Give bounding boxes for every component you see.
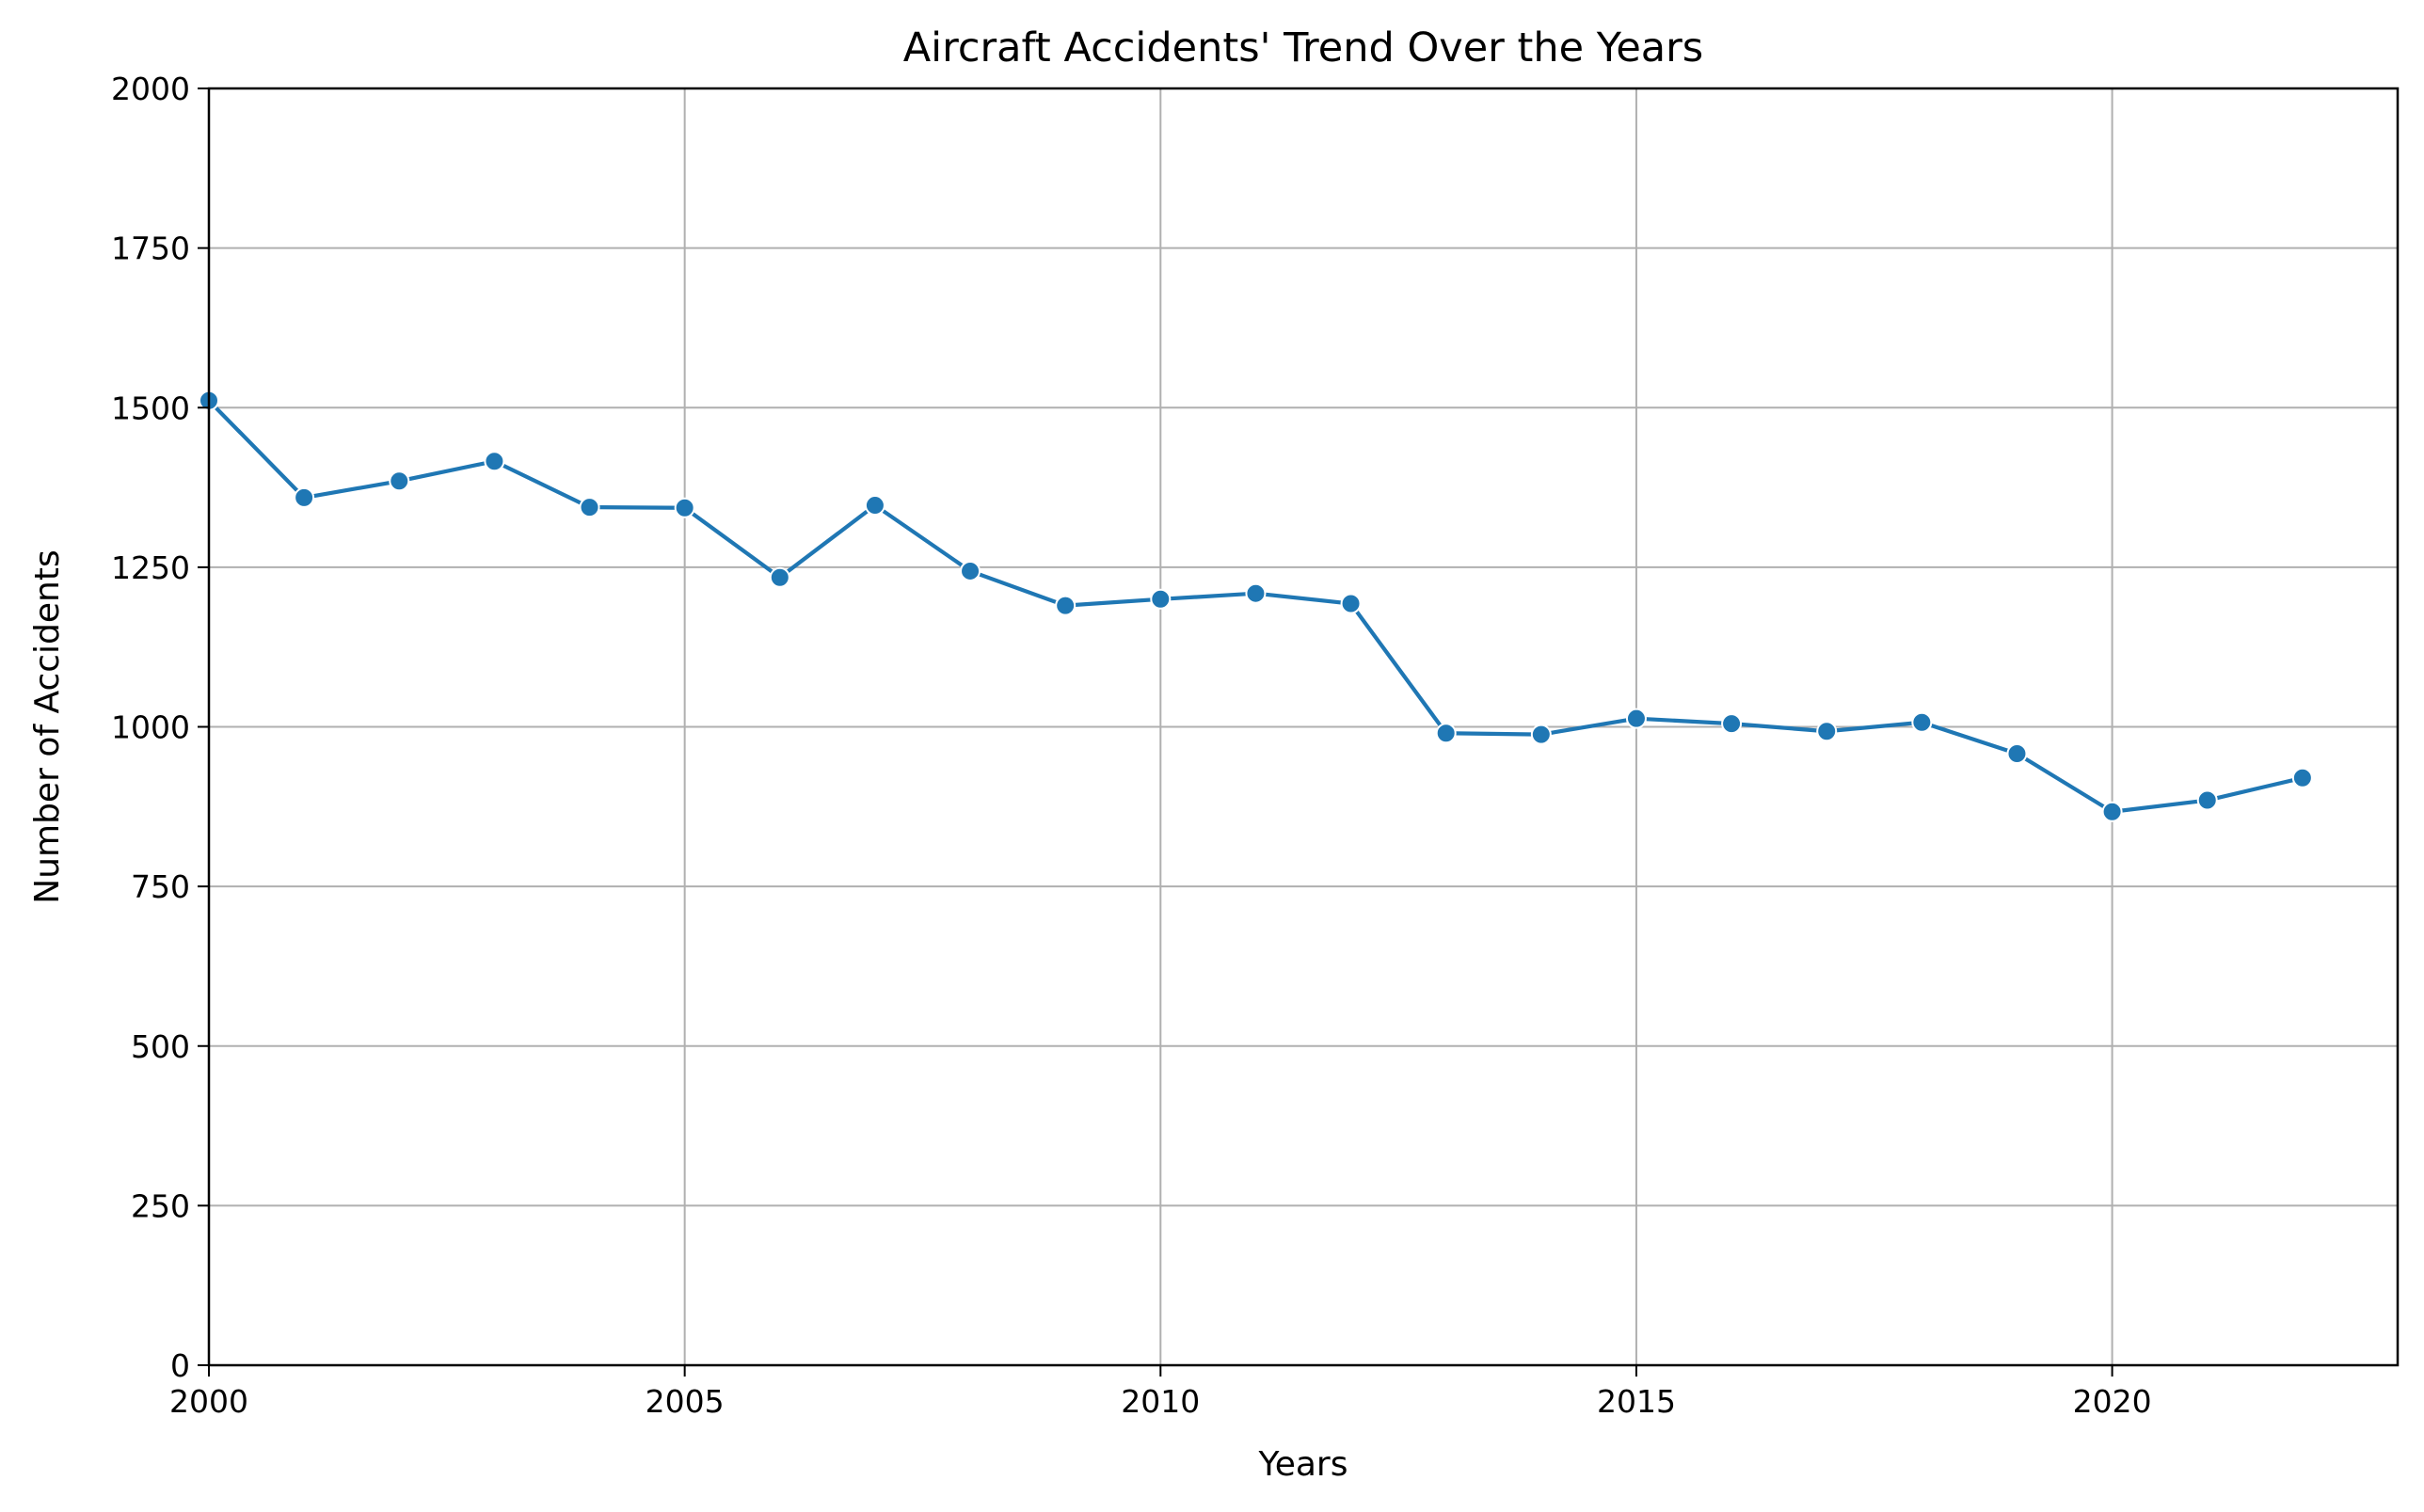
- series-line: [206, 398, 2304, 814]
- y-tick-label: 1250: [111, 549, 190, 586]
- y-tick-label: 1750: [111, 231, 190, 267]
- data-point: [1435, 723, 1457, 744]
- series-layer: [199, 390, 2313, 822]
- y-tick-label: 750: [131, 868, 190, 905]
- data-point: [2006, 742, 2028, 764]
- y-axis-label: Number of Accidents: [28, 549, 67, 903]
- data-point: [1911, 711, 1933, 733]
- y-tick-label: 250: [131, 1187, 190, 1224]
- data-point: [1721, 713, 1743, 735]
- data-point: [294, 486, 315, 508]
- data-point: [389, 470, 410, 492]
- data-point: [2291, 767, 2313, 788]
- data-point: [2196, 789, 2218, 811]
- data-point: [960, 560, 981, 581]
- data-point: [674, 497, 695, 518]
- data-point: [579, 497, 600, 518]
- y-tick-label: 0: [170, 1347, 190, 1384]
- axis-ticks: 2000 2005 2010 2015 2020 0 250 500 750 1000 1250 15…: [111, 71, 2152, 1420]
- data-point: [1245, 582, 1267, 604]
- grid-lines: [208, 88, 2398, 1366]
- data-point: [864, 495, 885, 517]
- data-point: [1816, 721, 1838, 742]
- data-point: [1530, 724, 1552, 745]
- data-point: [1340, 593, 1362, 614]
- data-point: [484, 451, 505, 472]
- data-point: [769, 566, 790, 588]
- x-tick-label: 2000: [169, 1383, 248, 1420]
- data-point: [1625, 708, 1647, 729]
- data-point: [2101, 801, 2123, 822]
- x-tick-label: 2020: [2073, 1383, 2152, 1420]
- data-point: [1150, 588, 1172, 610]
- y-tick-label: 500: [131, 1028, 190, 1065]
- x-axis-label: Years: [1258, 1445, 1348, 1484]
- chart-title: Aircraft Accidents' Trend Over the Years: [903, 24, 1703, 72]
- x-tick-label: 2005: [646, 1383, 725, 1420]
- x-tick-label: 2015: [1597, 1383, 1676, 1420]
- data-point: [1055, 595, 1076, 616]
- x-tick-label: 2010: [1121, 1383, 1200, 1420]
- y-tick-label: 1000: [111, 709, 190, 746]
- y-tick-label: 2000: [111, 71, 190, 107]
- y-tick-label: 1500: [111, 390, 190, 426]
